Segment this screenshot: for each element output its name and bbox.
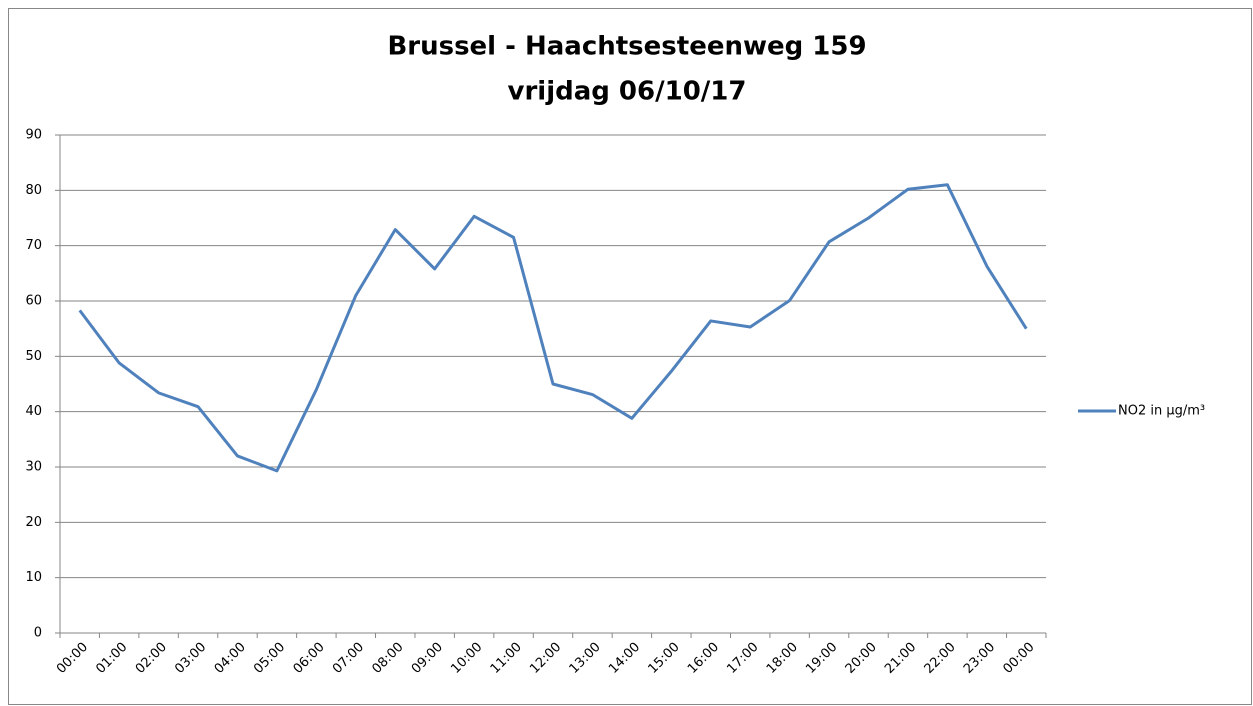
y-tick-label: 0 [34, 626, 42, 641]
chart-subtitle: vrijdag 06/10/17 [508, 77, 747, 107]
y-tick-label: 70 [25, 238, 42, 253]
y-tick-label: 60 [25, 294, 42, 309]
legend-label: NO2 in µg/m³ [1118, 404, 1205, 419]
y-tick-label: 50 [25, 349, 42, 364]
y-tick-label: 30 [25, 460, 42, 475]
y-tick-label: 80 [25, 183, 42, 198]
y-tick-label: 10 [25, 570, 42, 585]
y-tick-label: 90 [25, 128, 42, 143]
y-tick-label: 20 [25, 515, 42, 530]
chart-title: Brussel - Haachtsesteenweg 159 [387, 32, 866, 62]
series-line [78, 183, 1028, 473]
y-tick-label: 40 [25, 404, 42, 419]
